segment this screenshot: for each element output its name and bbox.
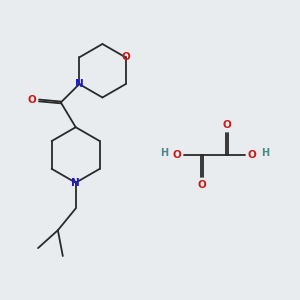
Text: H: H: [261, 148, 269, 158]
Text: H: H: [160, 148, 168, 158]
Text: O: O: [197, 180, 206, 190]
Text: O: O: [223, 120, 232, 130]
Text: O: O: [28, 95, 37, 106]
Text: N: N: [75, 79, 84, 89]
Text: O: O: [121, 52, 130, 62]
Text: O: O: [248, 150, 256, 160]
Text: O: O: [172, 150, 181, 160]
Text: N: N: [71, 178, 80, 188]
